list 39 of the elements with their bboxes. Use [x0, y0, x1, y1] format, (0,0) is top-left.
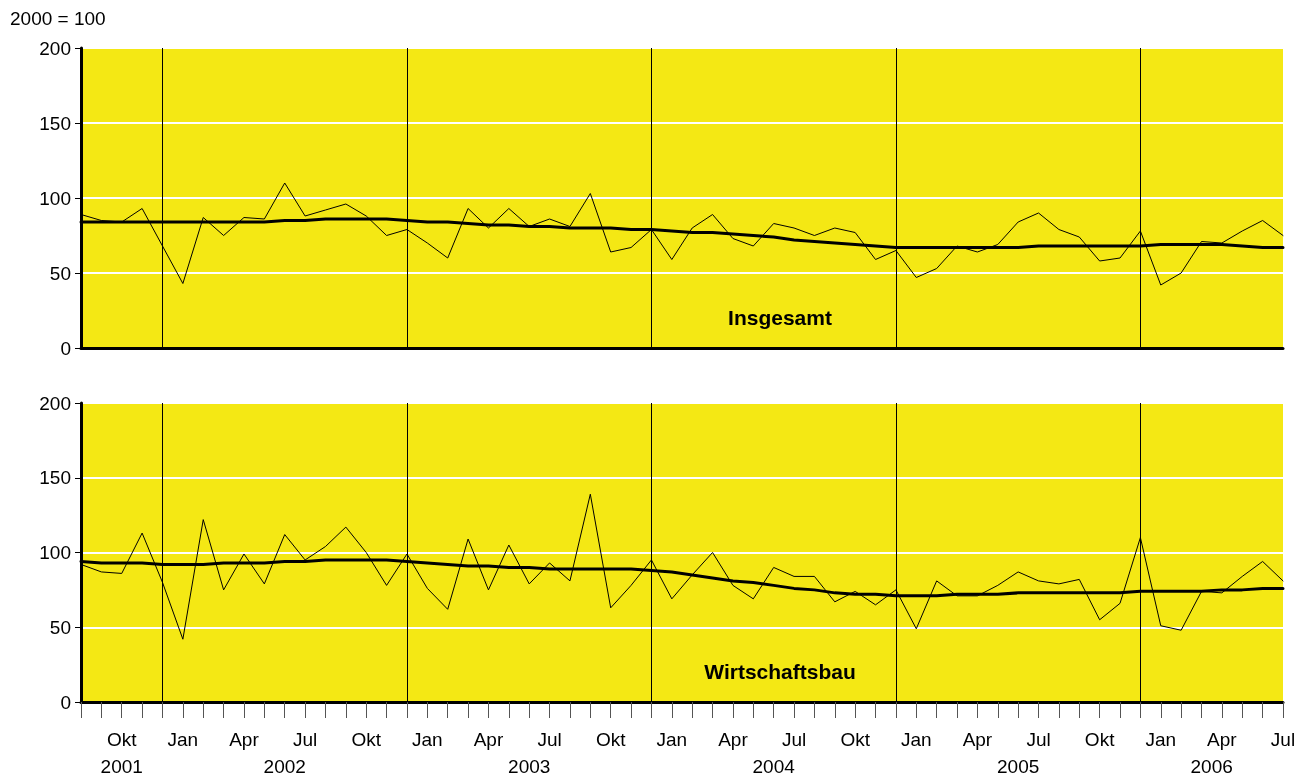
y-tick-label: 200 — [39, 392, 71, 414]
text: Insgesamt — [728, 306, 832, 329]
text: 2002 — [263, 755, 306, 777]
x-tick-label: Jan — [900, 729, 932, 750]
y-tick-label: 0 — [60, 337, 71, 359]
text: 2001 — [100, 755, 143, 777]
y-tick-label: 50 — [49, 616, 71, 638]
x-tick-label: Okt — [106, 729, 138, 750]
x-tick-label: Apr — [1207, 729, 1238, 750]
x-tick-label: Jul — [537, 729, 562, 750]
text: 2006 — [1190, 755, 1233, 777]
text: 2003 — [508, 755, 551, 777]
x-tick-label: Jul — [781, 729, 807, 750]
y-tick-label: 50 — [49, 262, 71, 284]
x-tick-label: Jan — [167, 729, 199, 750]
y-tick-label: 100 — [39, 187, 71, 209]
x-tick-label: Apr — [229, 729, 260, 750]
x-tick-label: Okt — [840, 729, 871, 750]
x-tick-label: Jul — [1270, 729, 1296, 750]
x-tick-label: Apr — [962, 729, 993, 750]
x-tick-label: Jan — [412, 729, 443, 750]
x-tick-label: Okt — [351, 729, 382, 750]
text: 2005 — [997, 755, 1040, 777]
y-tick-label: 200 — [39, 37, 71, 59]
text: 2004 — [752, 755, 796, 777]
y-tick-label: 100 — [39, 542, 71, 563]
x-tick-label: Okt — [595, 729, 627, 750]
y-tick-label: 0 — [60, 691, 71, 713]
x-tick-label: Apr — [473, 729, 504, 750]
x-tick-label: Apr — [718, 729, 749, 750]
x-tick-label: Jul — [1026, 729, 1051, 750]
y-tick-label: 150 — [39, 467, 71, 489]
y-tick-label: 150 — [39, 112, 71, 134]
x-tick-label: Jan — [1145, 729, 1177, 750]
x-tick-label: Jul — [292, 729, 318, 750]
x-tick-label: Jan — [656, 729, 688, 750]
y-axis-title: 2000 = 100 — [10, 8, 106, 29]
x-tick-label: Okt — [1084, 729, 1116, 750]
text: Wirtschaftsbau — [704, 660, 856, 683]
